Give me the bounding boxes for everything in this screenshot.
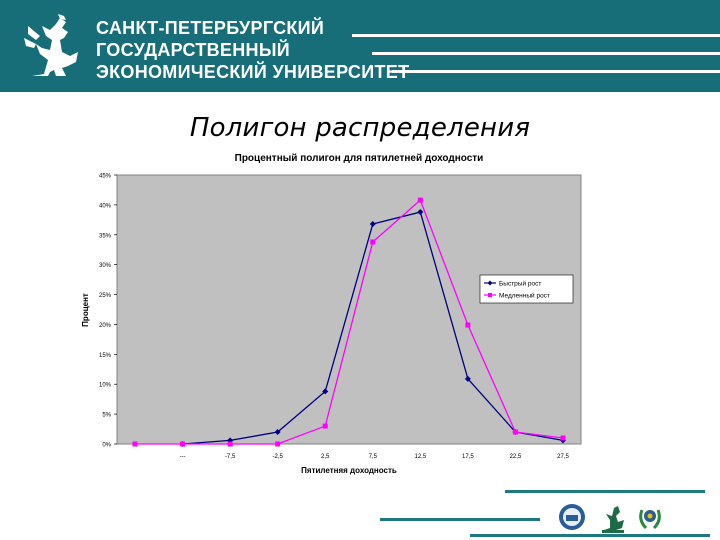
y-tick-label: 30%	[99, 263, 112, 269]
y-tick-label: 35%	[99, 233, 112, 239]
legend-label: Быстрый рост	[499, 279, 541, 287]
legend-marker	[488, 293, 492, 297]
series-point	[370, 239, 376, 245]
y-tick-label: 25%	[99, 293, 112, 299]
series-point	[274, 429, 281, 436]
y-tick-label: 15%	[99, 353, 112, 359]
emblem-blue-icon	[559, 504, 585, 530]
series-point	[512, 429, 518, 435]
legend-marker	[487, 280, 493, 286]
x-tick-label: 12,5	[414, 454, 426, 460]
y-tick-label: 10%	[99, 383, 112, 389]
griffin-icon	[24, 14, 78, 76]
x-tick-label: 27,5	[557, 454, 569, 460]
chart-title: Процентный полигон для пятилетней доходн…	[235, 153, 484, 164]
x-axis-label: Пятилетняя доходность	[301, 466, 397, 475]
series-point	[227, 441, 233, 447]
footer-stripe-1	[505, 490, 705, 493]
university-name-line-1: САНКТ-ПЕТЕРБУРГСКИЙ	[96, 18, 325, 38]
header-stripe-1	[352, 34, 720, 37]
series-point	[322, 423, 328, 429]
series-point	[180, 441, 186, 447]
series-point	[464, 375, 471, 382]
slide-title: Полигон распределения	[189, 113, 531, 143]
series-point	[560, 435, 566, 441]
university-name-line-3: ЭКОНОМИЧЕСКИЙ УНИВЕРСИТЕТ	[96, 62, 410, 82]
series-point	[417, 209, 424, 216]
series-point	[322, 388, 329, 395]
university-name-line-2: ГОСУДАРСТВЕННЫЙ	[96, 40, 291, 60]
header-stripe-2	[372, 52, 720, 55]
griffin-small-icon	[602, 506, 624, 533]
series-point	[465, 322, 471, 328]
footer-stripe-3	[470, 534, 710, 537]
x-tick-label: 2,5	[321, 454, 330, 460]
series-point	[275, 441, 281, 447]
y-tick-label: 20%	[99, 323, 112, 329]
series-line-1	[135, 198, 564, 445]
x-tick-label: 17,5	[462, 454, 474, 460]
y-tick-label: 40%	[99, 203, 112, 209]
x-tick-label: -7,5	[225, 454, 236, 460]
y-tick-label: 0%	[102, 443, 111, 449]
series-point	[417, 197, 423, 203]
series-point	[369, 221, 376, 228]
legend-label: Медленный рост	[499, 291, 550, 299]
series-point	[132, 441, 138, 447]
x-tick-label: -2,5	[272, 454, 283, 460]
legend-box	[479, 274, 574, 304]
y-tick-label: 5%	[102, 413, 111, 419]
y-axis-label: Процент	[81, 293, 90, 327]
x-tick-label: ---	[180, 454, 186, 460]
y-tick-label: 45%	[99, 174, 112, 180]
header-stripe-3	[392, 70, 720, 73]
x-tick-label: 7,5	[369, 454, 378, 460]
header-banner: САНКТ-ПЕТЕРБУРГСКИЙ ГОСУДАРСТВЕННЫЙ ЭКОН…	[0, 0, 720, 92]
wreath-emblem-icon	[639, 509, 661, 530]
x-tick-label: 22,5	[510, 454, 522, 460]
footer-stripe-2	[380, 518, 540, 521]
